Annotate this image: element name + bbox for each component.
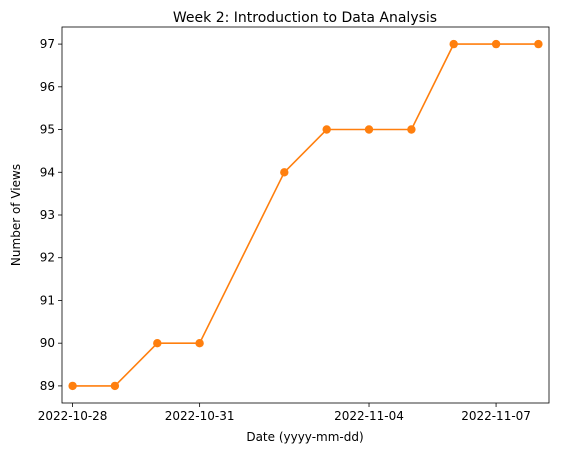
data-point: [280, 168, 289, 177]
data-point: [195, 339, 204, 348]
y-tick-label: 97: [40, 37, 55, 51]
data-point: [491, 39, 501, 49]
axis-ticks: 2022-10-28 2022-10-31 2022-11-04 2022-11-07…: [38, 37, 531, 423]
y-tick-label: 96: [40, 80, 55, 94]
x-tick-label: 2022-11-07: [461, 409, 531, 423]
data-point: [364, 125, 374, 134]
y-tick-label: 93: [40, 208, 55, 222]
y-tick-label: 92: [40, 251, 55, 265]
y-tick-label: 94: [40, 165, 55, 179]
x-axis-title: Date (yyyy-mm-dd): [246, 430, 363, 444]
y-tick-label: 91: [40, 293, 55, 307]
x-tick-label: 2022-11-04: [334, 409, 404, 423]
x-tick-label: 2022-10-28: [38, 409, 108, 423]
plot-frame: [61, 26, 550, 404]
y-tick-label: 95: [40, 123, 55, 137]
data-point: [407, 125, 416, 134]
plot-area: [68, 39, 543, 391]
chart-title: Week 2: Introduction to Data Analysis: [173, 10, 437, 26]
data-point: [534, 39, 543, 49]
y-tick-label: 90: [40, 336, 55, 350]
data-point: [449, 39, 458, 49]
data-point: [322, 125, 331, 134]
x-tick-label: 2022-10-31: [165, 409, 235, 423]
data-point: [153, 339, 162, 348]
series-line: [72, 43, 539, 387]
data-point: [68, 381, 77, 391]
y-axis-title: Number of Views: [9, 164, 23, 266]
y-tick-label: 89: [40, 379, 55, 393]
data-point: [110, 381, 120, 391]
